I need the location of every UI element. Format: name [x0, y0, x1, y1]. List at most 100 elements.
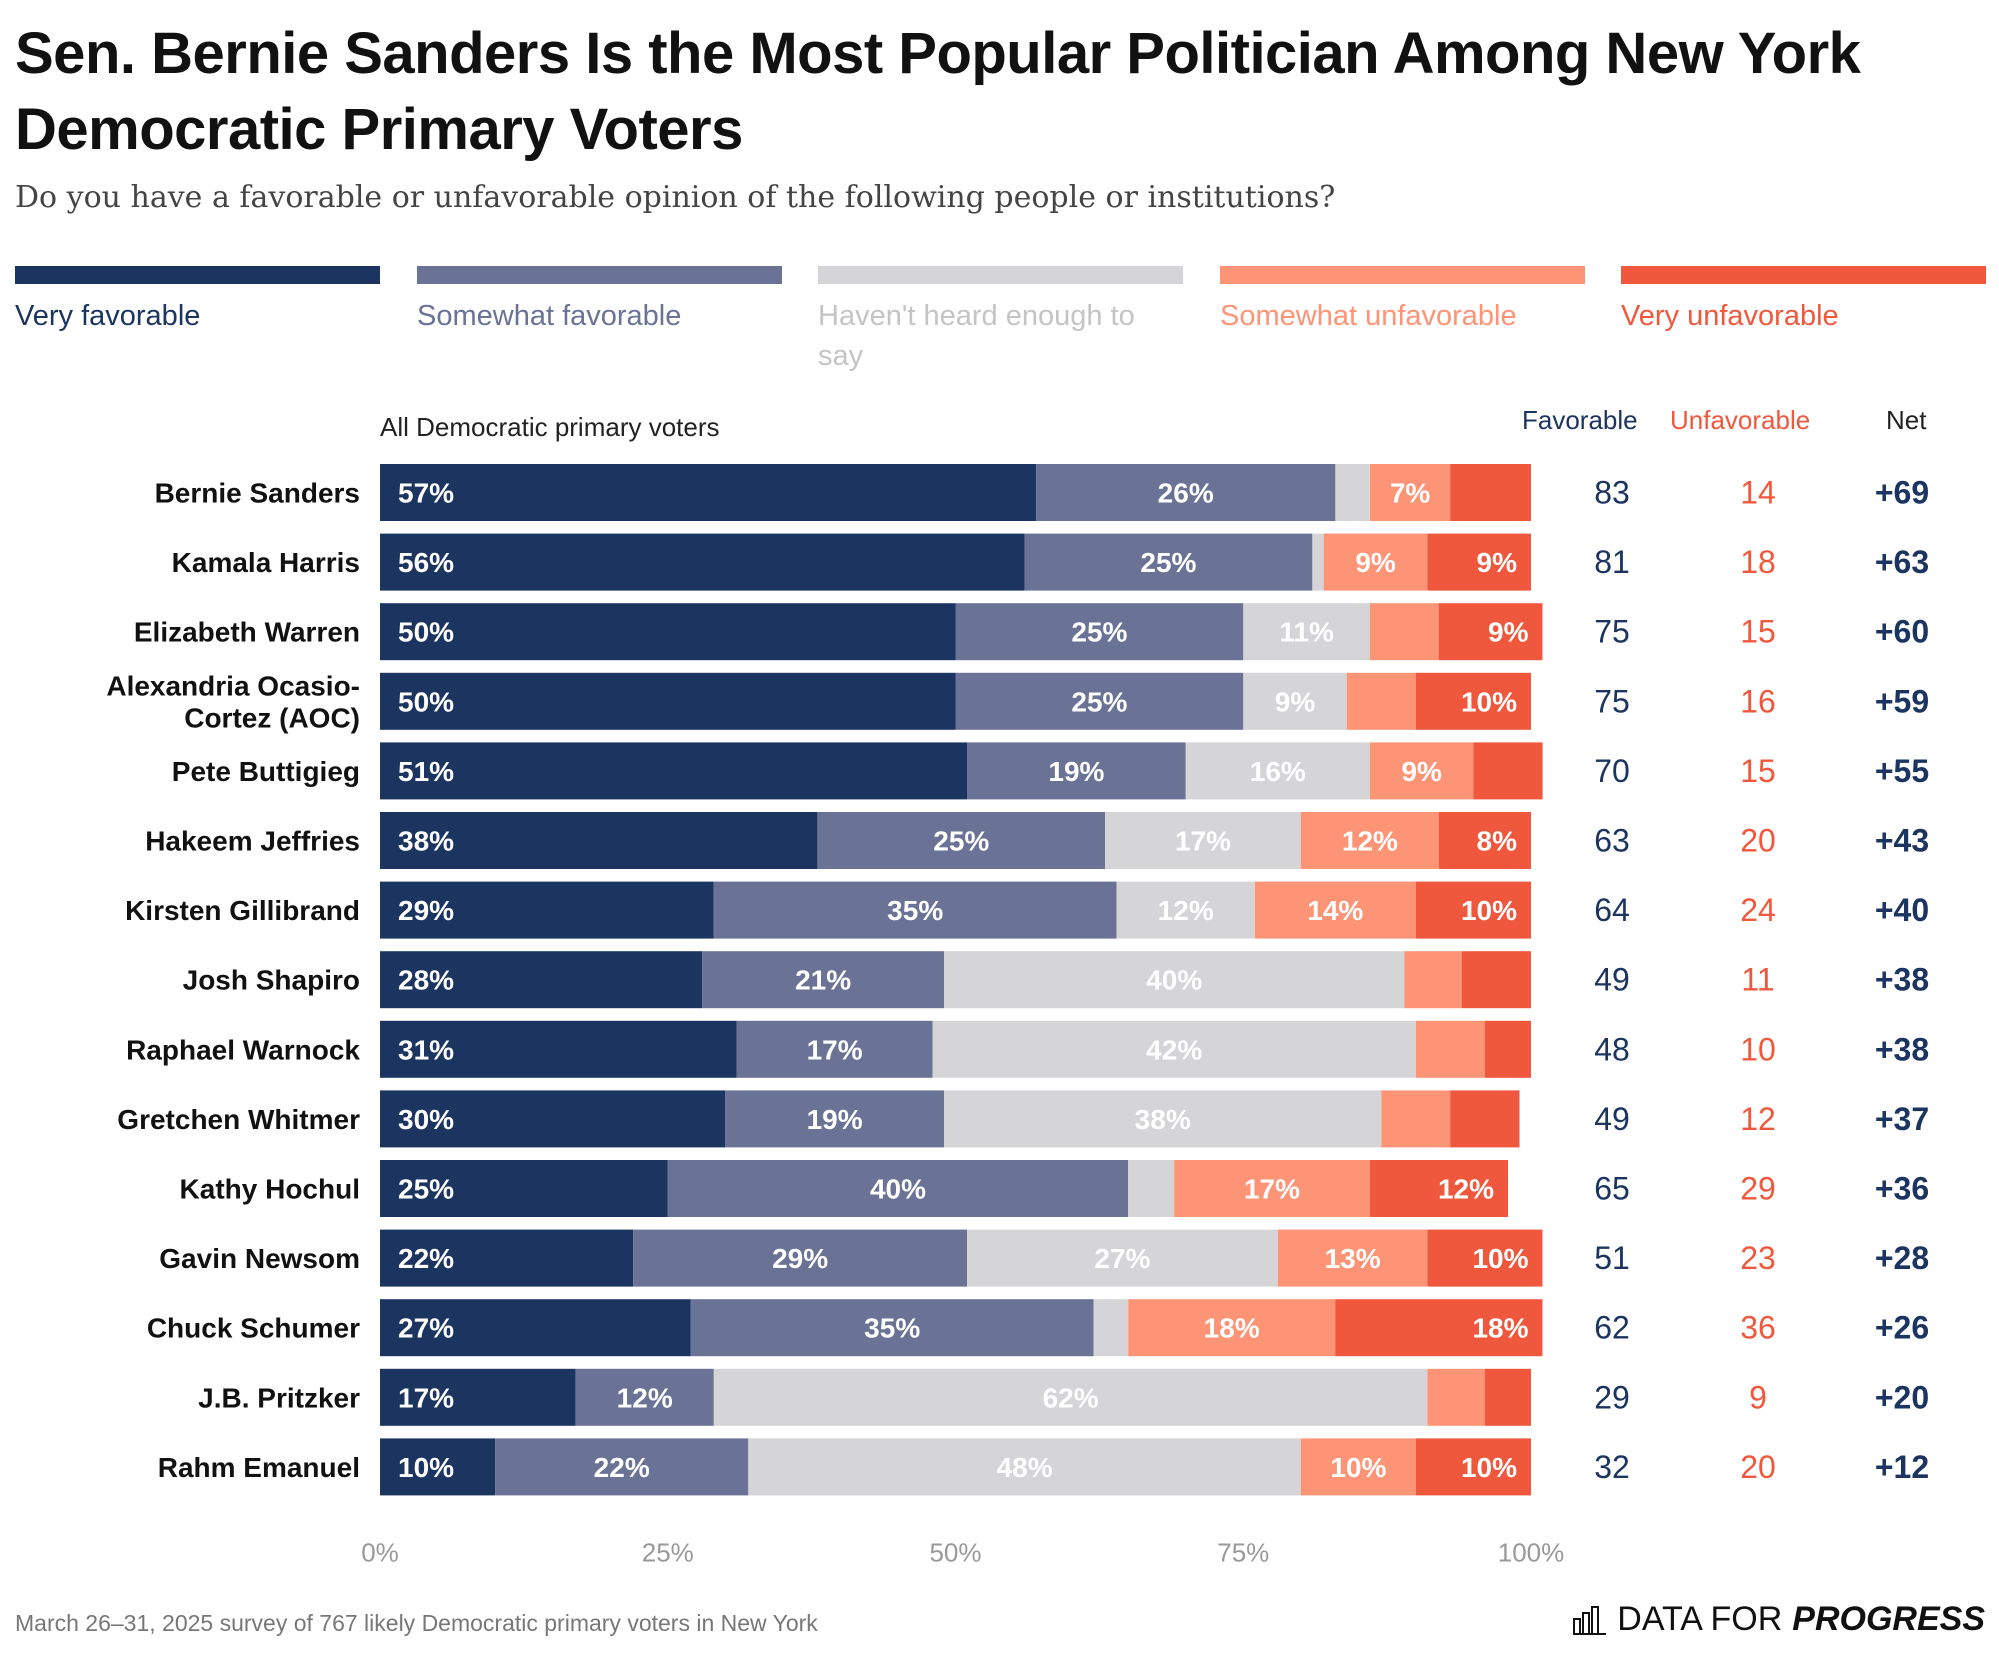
bar-segment-josh-shapiro-very-unfavorable: [1461, 951, 1531, 1009]
bar-segment-raphael-warnock-very-favorable: [380, 1020, 737, 1078]
legend-swatch: [1220, 266, 1585, 284]
column-headers: All Democratic primary voters Favorable …: [0, 405, 1999, 445]
brand-text-regular: DATA FOR: [1617, 1600, 1783, 1638]
bar-segment-kamala-harris-somewhat-unfavorable: [1323, 533, 1428, 591]
data-label-kirsten-gillibrand-very-favorable: 29%: [398, 895, 454, 926]
bar-segment-hakeem-jeffries-very-favorable: [380, 812, 818, 869]
data-label-rahm-emanuel-haven-t-heard-enough-to-say: 48%: [997, 1452, 1053, 1483]
bar-segment-chuck-schumer-very-unfavorable: [1335, 1299, 1543, 1357]
data-label-elizabeth-warren-haven-t-heard-enough-to-say: 11%: [1279, 617, 1334, 648]
stacked-bar-chart: Bernie Sanders 57% 26% 7% 83 14 +69 Kamala Harr…: [106, 464, 1929, 1567]
legend-label: Somewhat unfavorable: [1220, 300, 1517, 332]
bar-segment-rahm-emanuel-somewhat-favorable: [495, 1438, 749, 1496]
net-value-rahm-emanuel: +12: [1875, 1449, 1929, 1485]
data-label-kathy-hochul-somewhat-unfavorable: 17%: [1244, 1174, 1300, 1205]
brand-text-bold: PROGRESS: [1792, 1600, 1985, 1638]
data-label-hakeem-jeffries-somewhat-unfavorable: 12%: [1342, 826, 1398, 857]
bar-segment-kathy-hochul-somewhat-unfavorable: [1174, 1160, 1370, 1217]
bar-segment-kirsten-gillibrand-somewhat-favorable: [713, 881, 1117, 939]
bar-segment-hakeem-jeffries-somewhat-unfavorable: [1300, 812, 1439, 869]
bar-segment-bernie-sanders-somewhat-unfavorable: [1369, 464, 1451, 521]
bar-segment-gavin-newsom-very-unfavorable: [1427, 1229, 1543, 1287]
data-label-rahm-emanuel-very-favorable: 10%: [398, 1452, 454, 1483]
category-label-gavin-newsom: Gavin Newsom: [159, 1243, 360, 1274]
favorable-value-raphael-warnock: 48: [1594, 1031, 1630, 1067]
favorable-value-hakeem-jeffries: 63: [1594, 823, 1630, 859]
bar-segment-hakeem-jeffries-haven-t-heard-enough-to-say: [1105, 812, 1301, 869]
bar-segment-kamala-harris-very-favorable: [380, 533, 1025, 591]
bar-segment-alexandria-ocasio-cortez-aoc-somewhat-unfavorable: [1346, 672, 1416, 730]
bar-segment-j-b-pritzker-somewhat-unfavorable: [1427, 1368, 1485, 1426]
data-label-kirsten-gillibrand-haven-t-heard-enough-to-say: 12%: [1158, 895, 1214, 926]
favorable-value-chuck-schumer: 62: [1594, 1310, 1630, 1346]
data-label-bernie-sanders-somewhat-favorable: 26%: [1158, 478, 1214, 509]
legend-label: Very favorable: [15, 300, 201, 332]
bar-segment-rahm-emanuel-very-unfavorable: [1415, 1438, 1531, 1496]
bar-segment-chuck-schumer-somewhat-favorable: [690, 1299, 1094, 1357]
data-label-gretchen-whitmer-somewhat-favorable: 19%: [807, 1104, 863, 1135]
favorable-value-bernie-sanders: 83: [1594, 475, 1630, 511]
bar-segment-raphael-warnock-very-unfavorable: [1485, 1020, 1531, 1078]
category-label-alexandria-ocasio-cortez-aoc: Alexandria Ocasio-Cortez (AOC): [106, 670, 360, 733]
favorable-value-alexandria-ocasio-cortez-aoc: 75: [1594, 683, 1630, 719]
bar-segment-kirsten-gillibrand-very-favorable: [380, 881, 714, 939]
bar-segment-j-b-pritzker-very-favorable: [380, 1368, 576, 1426]
favorable-value-pete-buttigieg: 70: [1594, 753, 1630, 789]
bar-segment-josh-shapiro-haven-t-heard-enough-to-say: [944, 951, 1405, 1009]
category-label-kamala-harris: Kamala Harris: [172, 547, 360, 578]
legend-swatch: [818, 266, 1183, 284]
category-label-elizabeth-warren: Elizabeth Warren: [134, 617, 360, 648]
data-label-hakeem-jeffries-very-favorable: 38%: [398, 826, 454, 857]
data-label-raphael-warnock-very-favorable: 31%: [398, 1034, 454, 1065]
brand-logo: DATA FOR PROGRESS: [1573, 1600, 1985, 1639]
legend-label: Somewhat favorable: [417, 300, 682, 332]
category-label-chuck-schumer: Chuck Schumer: [147, 1313, 360, 1344]
category-label-pete-buttigieg: Pete Buttigieg: [172, 756, 360, 787]
legend-swatch: [417, 266, 782, 284]
data-label-rahm-emanuel-somewhat-unfavorable: 10%: [1330, 1452, 1386, 1483]
unfavorable-value-gavin-newsom: 23: [1740, 1240, 1776, 1276]
favorable-value-elizabeth-warren: 75: [1594, 614, 1630, 650]
net-value-josh-shapiro: +38: [1875, 962, 1929, 998]
data-label-gretchen-whitmer-haven-t-heard-enough-to-say: 38%: [1135, 1104, 1191, 1135]
data-label-j-b-pritzker-very-favorable: 17%: [398, 1382, 454, 1413]
bar-segment-pete-buttigieg-somewhat-favorable: [967, 742, 1186, 800]
unfavorable-value-gretchen-whitmer: 12: [1740, 1101, 1776, 1137]
data-label-kamala-harris-very-favorable: 56%: [398, 547, 454, 578]
bar-segment-kamala-harris-very-unfavorable: [1427, 533, 1531, 591]
net-value-pete-buttigieg: +55: [1875, 753, 1929, 789]
category-label-kirsten-gillibrand: Kirsten Gillibrand: [125, 895, 360, 926]
unfavorable-value-bernie-sanders: 14: [1740, 475, 1776, 511]
x-tick-label-100pct: 100%: [1498, 1537, 1565, 1567]
data-label-pete-buttigieg-somewhat-unfavorable: 9%: [1401, 756, 1442, 787]
legend-swatch: [1621, 266, 1986, 284]
bar-segment-chuck-schumer-haven-t-heard-enough-to-say: [1093, 1299, 1129, 1357]
legend-item-very-favorable: Very favorable: [15, 266, 380, 336]
bar-segment-kirsten-gillibrand-haven-t-heard-enough-to-say: [1116, 881, 1255, 939]
data-label-alexandria-ocasio-cortez-aoc-somewhat-favorable: 25%: [1071, 686, 1127, 717]
data-label-gavin-newsom-very-unfavorable: 10%: [1472, 1243, 1528, 1274]
bar-segment-bernie-sanders-very-favorable: [380, 464, 1037, 521]
bar-segment-kathy-hochul-very-unfavorable: [1369, 1160, 1508, 1217]
data-label-chuck-schumer-very-unfavorable: 18%: [1472, 1313, 1528, 1344]
data-label-chuck-schumer-somewhat-favorable: 35%: [864, 1313, 920, 1344]
data-label-gavin-newsom-somewhat-favorable: 29%: [772, 1243, 828, 1274]
bar-segment-josh-shapiro-very-favorable: [380, 951, 703, 1009]
bar-segment-j-b-pritzker-haven-t-heard-enough-to-say: [713, 1368, 1428, 1426]
bar-segment-gavin-newsom-very-favorable: [380, 1229, 634, 1287]
unfavorable-value-elizabeth-warren: 15: [1740, 614, 1776, 650]
net-value-chuck-schumer: +26: [1875, 1310, 1929, 1346]
data-label-kathy-hochul-very-unfavorable: 12%: [1438, 1174, 1494, 1205]
bar-segment-j-b-pritzker-very-unfavorable: [1485, 1368, 1531, 1426]
bar-segment-raphael-warnock-somewhat-unfavorable: [1415, 1020, 1485, 1078]
favorable-value-kamala-harris: 81: [1594, 544, 1630, 580]
data-label-alexandria-ocasio-cortez-aoc-very-favorable: 50%: [398, 686, 454, 717]
bar-segment-j-b-pritzker-somewhat-favorable: [575, 1368, 714, 1426]
data-label-kirsten-gillibrand-somewhat-unfavorable: 14%: [1307, 895, 1363, 926]
data-label-j-b-pritzker-haven-t-heard-enough-to-say: 62%: [1043, 1382, 1099, 1413]
bar-segment-gretchen-whitmer-somewhat-favorable: [725, 1090, 944, 1148]
favorable-header: Favorable: [1522, 405, 1638, 435]
bar-segment-bernie-sanders-somewhat-favorable: [1036, 464, 1336, 521]
bar-segment-josh-shapiro-somewhat-favorable: [702, 951, 944, 1009]
data-label-gavin-newsom-very-favorable: 22%: [398, 1243, 454, 1274]
